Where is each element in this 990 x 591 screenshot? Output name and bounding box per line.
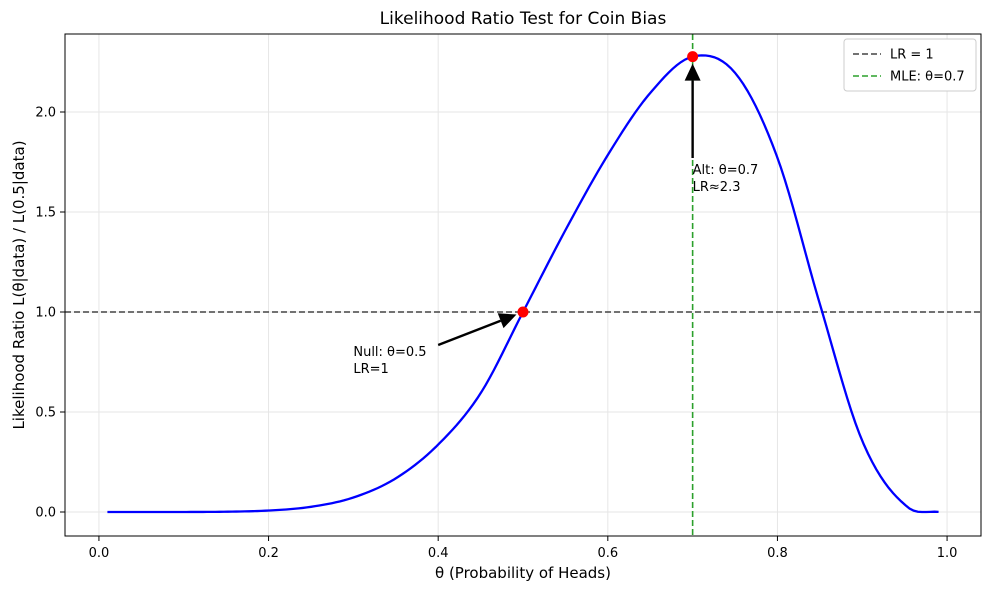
x-tick-label: 0.2 <box>258 546 279 561</box>
highlight-point <box>517 306 529 318</box>
y-tick-label: 0.5 <box>35 406 56 421</box>
legend-box <box>843 38 977 92</box>
x-tick-label: 0.6 <box>597 546 618 561</box>
annotation-arrow-shaft <box>437 319 502 347</box>
y-tick-label: 1.0 <box>35 306 56 321</box>
y-tick-label: 0.0 <box>35 506 56 521</box>
annotation-text: Null: θ=0.5 <box>353 345 426 360</box>
points-layer <box>517 51 699 318</box>
legend-entry: MLE: θ=0.7 <box>890 70 965 85</box>
annotation-text: LR≈2.3 <box>693 180 741 195</box>
legend: LR = 1 MLE: θ=0.7 <box>843 38 977 92</box>
x-axis-label: θ (Probability of Heads) <box>435 564 611 582</box>
x-tick-label: 1.0 <box>937 546 958 561</box>
highlight-point <box>687 51 699 63</box>
y-tick-label: 1.5 <box>35 206 56 221</box>
x-axis-ticks: 0.0 0.2 0.4 0.6 0.8 1.0 <box>89 536 958 561</box>
y-axis-ticks: 0.0 0.5 1.0 1.5 2.0 <box>35 106 65 521</box>
x-tick-label: 0.4 <box>428 546 449 561</box>
x-tick-label: 0.8 <box>767 546 788 561</box>
chart-title: Likelihood Ratio Test for Coin Bias <box>380 9 667 29</box>
annotation-text: LR=1 <box>353 362 388 377</box>
x-tick-label: 0.0 <box>89 546 110 561</box>
annotations-layer: Null: θ=0.5 LR=1 Alt: θ=0.7 LR≈2.3 <box>353 63 759 377</box>
y-tick-label: 2.0 <box>35 106 56 121</box>
annotation-arrow-head <box>497 313 517 329</box>
plot-frame <box>64 33 982 537</box>
legend-entry: LR = 1 <box>890 48 934 63</box>
y-axis-label: Likelihood Ratio L(θ|data) / L(0.5|data) <box>10 140 28 429</box>
annotation-arrow-head <box>684 63 701 81</box>
annotation-text: Alt: θ=0.7 <box>693 163 759 178</box>
